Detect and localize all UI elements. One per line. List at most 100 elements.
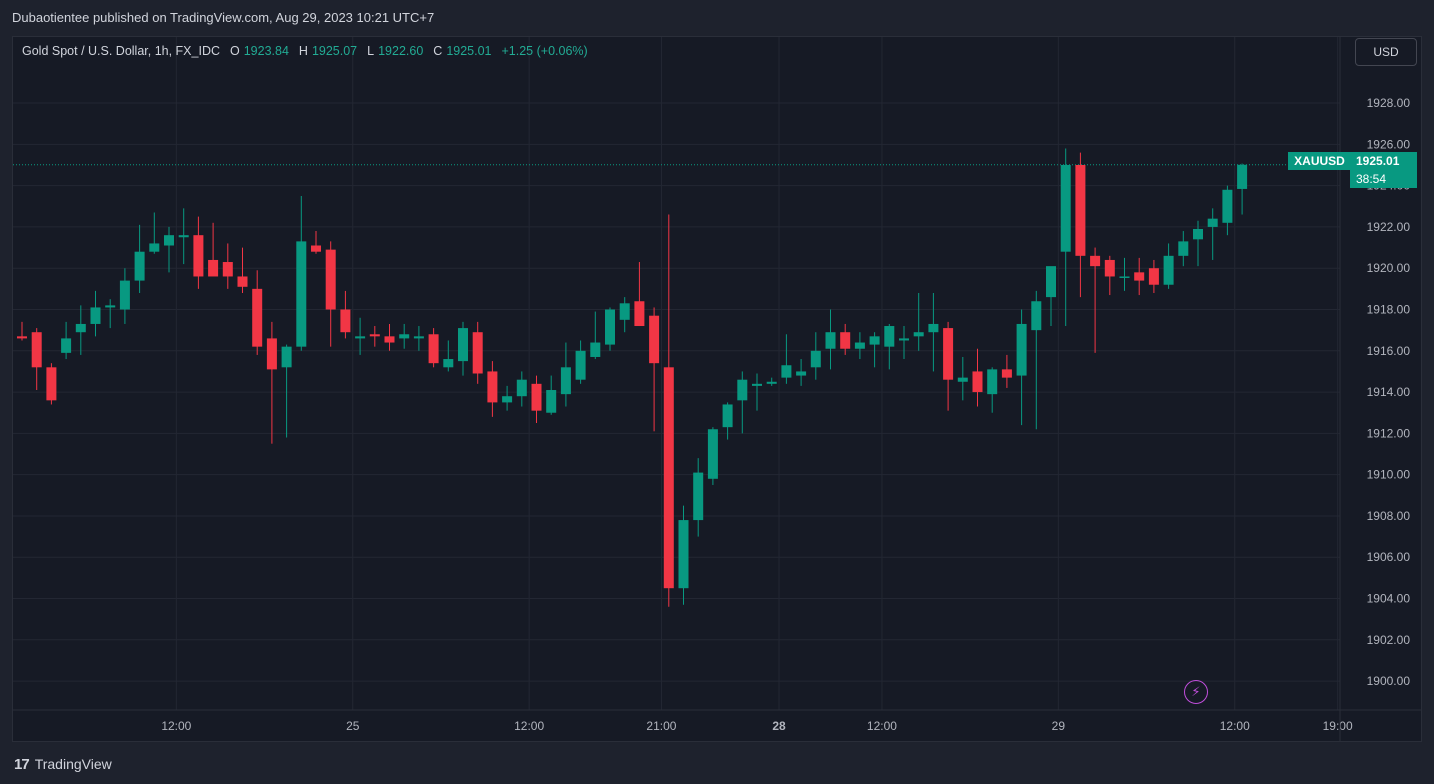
candle-body [987, 369, 998, 395]
change-value: +1.25 (+0.06%) [501, 44, 588, 58]
candle-body [722, 404, 733, 428]
y-tick-label: 1914.00 [1367, 385, 1411, 399]
candle-body [663, 367, 674, 589]
high-label: H [298, 44, 308, 58]
candle-body [1046, 266, 1056, 298]
candle-body [854, 342, 865, 349]
y-tick-label: 1900.00 [1367, 674, 1411, 688]
candle-body [1178, 241, 1189, 256]
candle-body [1207, 218, 1218, 227]
x-tick-label: 12:00 [1220, 719, 1250, 733]
lightning-icon[interactable]: ⚡︎ [1184, 680, 1208, 704]
candle-body [281, 346, 292, 368]
candle-body [531, 383, 542, 411]
candle-body [737, 379, 748, 401]
candle-body [928, 323, 939, 333]
low-value: 1922.60 [378, 44, 424, 58]
candle-body [178, 235, 189, 238]
candle-body [1237, 164, 1248, 189]
candle-body [1134, 272, 1145, 281]
y-tick-label: 1912.00 [1367, 426, 1411, 440]
candle-body [311, 245, 321, 252]
y-tick-label: 1920.00 [1367, 261, 1411, 275]
y-tick-label: 1926.00 [1367, 137, 1411, 151]
ohlc-legend: Gold Spot / U.S. Dollar, 1h, FX_IDC O 192… [22, 44, 594, 58]
candle-body [119, 280, 130, 310]
candle-body [428, 334, 439, 364]
y-tick-label: 1928.00 [1367, 96, 1411, 110]
candle-body [61, 338, 72, 353]
footer-brand: 17 TradingView [14, 752, 112, 776]
candle-body [90, 307, 101, 324]
tradingview-logo-icon: 17 [14, 755, 30, 773]
candle-body [193, 235, 204, 277]
candle-body [1193, 228, 1203, 240]
candle-body [766, 381, 777, 384]
candle-body [575, 350, 586, 380]
x-tick-label: 29 [1052, 719, 1066, 733]
candle-body [678, 520, 689, 589]
candle-body [516, 379, 527, 397]
candle-body [840, 332, 851, 349]
last-price-label: 1925.01 [1350, 152, 1417, 170]
bar-countdown: 38:54 [1350, 170, 1417, 188]
candle-body [340, 309, 351, 333]
candle-body [810, 350, 821, 368]
open-value: 1923.84 [243, 44, 289, 58]
candle-body [1163, 255, 1174, 285]
currency-button[interactable]: USD [1355, 38, 1417, 66]
candle-body [413, 336, 424, 339]
candle-body [149, 243, 160, 252]
candle-body [825, 332, 836, 349]
candle-body [443, 359, 454, 368]
ticker-label: XAUUSD [1288, 152, 1351, 170]
candle-body [605, 309, 615, 345]
candle-body [913, 332, 924, 337]
candle-body [590, 342, 601, 357]
published-info: Dubaotientee published on TradingView.co… [12, 10, 435, 25]
y-tick-label: 1902.00 [1367, 633, 1411, 647]
open-label: O [230, 44, 240, 58]
candle-body [707, 429, 718, 479]
candle-body [105, 305, 116, 308]
candle-body [458, 328, 468, 362]
y-tick-label: 1910.00 [1367, 468, 1411, 482]
candle-body [472, 332, 483, 374]
candle-body [75, 323, 86, 333]
y-tick-label: 1918.00 [1367, 303, 1411, 317]
candle-body [796, 371, 807, 376]
x-tick-label: 21:00 [646, 719, 676, 733]
close-label: C [433, 44, 443, 58]
candle-body [46, 367, 57, 401]
candle-body [1060, 164, 1071, 252]
candle-body [1148, 268, 1159, 285]
candle-body [884, 326, 895, 347]
candle-body [222, 262, 233, 277]
candle-body [1222, 189, 1233, 223]
candle-body [781, 365, 792, 378]
candle-body [1001, 369, 1012, 378]
candle-body [487, 371, 498, 403]
candle-body [634, 301, 645, 327]
candle-body [1090, 255, 1101, 267]
candle-body [31, 332, 42, 368]
candle-body [502, 396, 513, 403]
y-tick-label: 1904.00 [1367, 592, 1411, 606]
candle-body [546, 390, 557, 413]
candle-body [1119, 276, 1130, 278]
candle-body [237, 276, 248, 287]
candle-body [972, 371, 983, 393]
candle-body [560, 367, 571, 395]
candle-body [325, 249, 336, 310]
close-value: 1925.01 [446, 44, 492, 58]
candle-body [355, 336, 366, 339]
candle-body [1016, 323, 1027, 376]
chart-pane[interactable] [12, 36, 1422, 742]
candle-body [1075, 164, 1086, 256]
x-tick-label: 12:00 [867, 719, 897, 733]
x-tick-label: 28 [772, 719, 786, 733]
candle-body [752, 383, 762, 386]
y-tick-label: 1916.00 [1367, 344, 1411, 358]
x-tick-label: 12:00 [514, 719, 544, 733]
